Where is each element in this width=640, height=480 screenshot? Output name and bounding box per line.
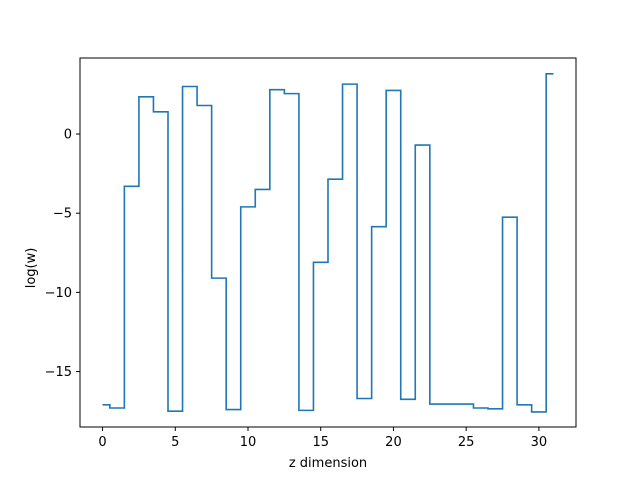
- y-tick-label: −5: [53, 207, 72, 222]
- y-axis-ticks: −15 −10 −5 0: [45, 128, 80, 380]
- y-tick-label: −10: [45, 286, 72, 301]
- series-line-0: [102, 73, 554, 413]
- x-tick-label: 25: [458, 435, 475, 450]
- x-tick-label: 10: [240, 435, 257, 450]
- x-tick-label: 0: [98, 435, 106, 450]
- x-tick-label: 15: [312, 435, 329, 450]
- y-tick-label: 0: [64, 128, 72, 143]
- y-tick-label: −15: [45, 365, 72, 380]
- x-tick-label: 30: [531, 435, 548, 450]
- x-axis-ticks: 0 5 10 15 20 25 30: [98, 427, 547, 450]
- plot-area: [79, 57, 577, 428]
- x-tick-label: 20: [385, 435, 402, 450]
- axes-frame: [79, 57, 577, 428]
- y-axis-label: log(w): [24, 248, 39, 289]
- x-tick-label: 5: [171, 435, 179, 450]
- x-axis-label: z dimension: [289, 456, 367, 471]
